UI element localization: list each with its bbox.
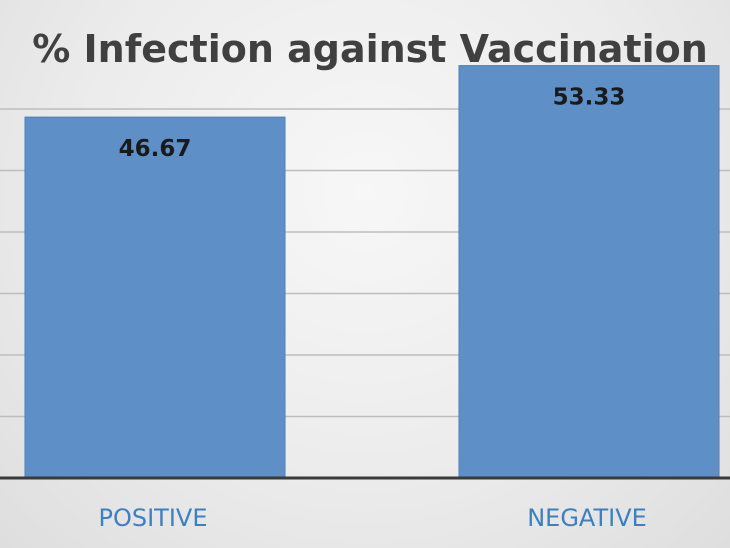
data-label-negative: 53.33 <box>553 85 626 111</box>
data-label-positive: 46.67 <box>119 136 192 162</box>
bar-negative <box>458 65 720 479</box>
x-tick-label-negative: NEGATIVE <box>527 504 647 532</box>
bars: 46.67 53.33 <box>24 65 720 479</box>
x-tick-labels: POSITIVE NEGATIVE <box>99 504 647 532</box>
chart-title: % Infection against Vaccination <box>32 27 708 71</box>
bar-positive <box>24 116 286 479</box>
x-tick-label-positive: POSITIVE <box>99 504 208 532</box>
